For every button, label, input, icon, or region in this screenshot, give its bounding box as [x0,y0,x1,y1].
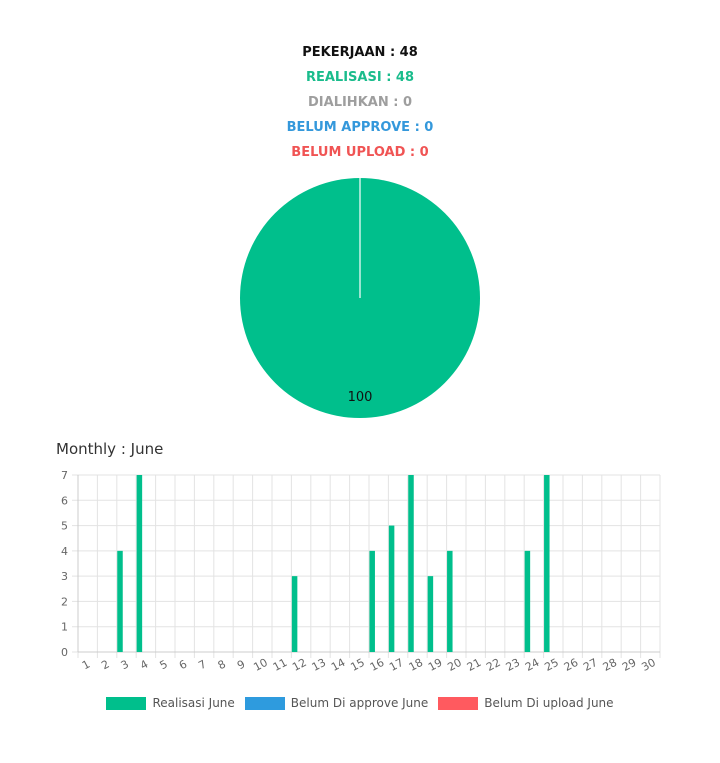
legend-swatch [438,696,479,710]
y-tick-label: 3 [61,570,68,583]
bar-4[interactable] [136,475,143,652]
y-tick-label: 7 [61,469,68,482]
legend-label: Realisasi June [152,696,235,710]
pie-chart[interactable]: 100 [0,0,720,430]
dialihkan-count: DIALIHKAN : 0 [308,95,412,110]
x-tick-label: 1 [80,658,92,673]
legend-item-1[interactable]: Belum Di approve June [244,696,429,710]
x-tick-label: 19 [426,656,444,674]
x-tick-label: 29 [620,656,638,674]
bar-3[interactable] [117,550,123,652]
x-tick-label: 17 [387,656,405,674]
monthly-title: Monthly : June [56,440,164,458]
y-tick-label: 6 [61,494,68,507]
bar-17[interactable] [388,525,395,652]
x-tick-label: 5 [158,658,170,673]
legend-swatch [106,696,147,710]
y-tick-label: 1 [61,621,68,634]
x-tick-label: 23 [504,656,522,674]
bar-18[interactable] [408,475,414,652]
chart-legend: Realisasi June Belum Di approve June Belum… [0,696,720,710]
x-tick-label: 13 [310,656,328,674]
x-tick-label: 30 [639,656,657,674]
x-tick-label: 9 [235,658,247,673]
x-tick-label: 16 [368,656,386,674]
x-tick-label: 24 [523,656,541,674]
y-tick-label: 0 [61,646,68,659]
bar-19[interactable] [427,576,434,652]
x-tick-label: 8 [216,658,228,673]
bar-24[interactable] [524,550,531,652]
x-tick-label: 6 [177,658,189,673]
legend-label: Belum Di upload June [484,696,614,710]
pie-slice-label-0: 100 [348,390,373,405]
x-tick-label: 18 [407,656,425,674]
x-tick-label: 12 [290,656,308,674]
legend-item-0[interactable]: Realisasi June [106,696,235,710]
legend-item-2[interactable]: Belum Di upload June [438,696,614,710]
summary-block: PEKERJAAN : 48 REALISASI : 48 DIALIHKAN … [0,40,720,165]
x-tick-label: 28 [601,656,619,674]
y-tick-label: 5 [61,520,68,533]
x-tick-label: 2 [99,658,111,673]
realisasi-count: REALISASI : 48 [305,70,415,85]
x-tick-label: 26 [562,656,580,674]
belum-upload-count: BELUM UPLOAD : 0 [291,145,429,160]
y-tick-label: 2 [61,595,68,608]
belum-approve-count: BELUM APPROVE : 0 [286,120,434,135]
x-tick-label: 3 [119,658,131,673]
x-tick-label: 7 [196,658,208,673]
x-tick-label: 22 [484,656,502,674]
x-tick-label: 15 [348,656,366,674]
pekerjaan-count: PEKERJAAN : 48 [302,45,418,60]
legend-swatch [244,696,285,710]
bar-12[interactable] [291,576,298,652]
legend-label: Belum Di approve June [290,696,429,710]
x-tick-label: 27 [581,656,599,674]
x-tick-label: 21 [465,656,483,674]
y-tick-label: 4 [61,545,68,558]
x-tick-label: 25 [542,656,560,674]
x-tick-label: 11 [271,656,289,674]
bar-16[interactable] [369,550,375,652]
x-tick-label: 14 [329,656,347,674]
x-tick-label: 4 [138,658,150,673]
bar-25[interactable] [544,475,550,652]
bar-20[interactable] [447,550,453,652]
x-tick-label: 10 [251,656,269,674]
x-tick-label: 20 [445,656,463,674]
